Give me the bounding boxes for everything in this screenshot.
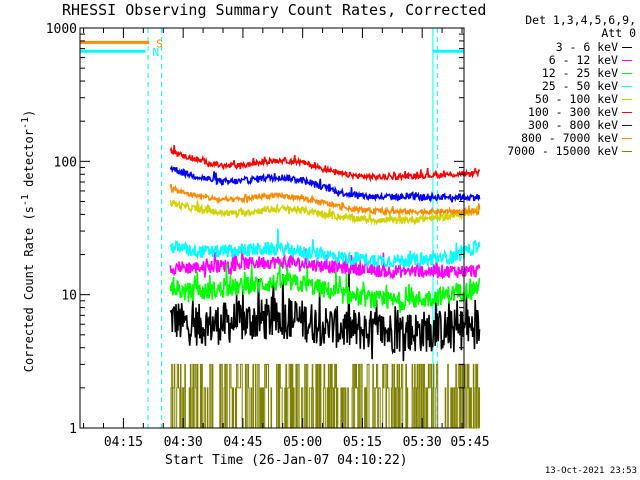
legend-swatch [622, 60, 632, 61]
y-axis-label: Corrected Count Rate (s-1 detector-1) [20, 110, 36, 373]
legend-label: 3 - 6 keV [555, 40, 618, 54]
legend-entry: 3 - 6 keV [472, 41, 632, 54]
legend-swatch [622, 86, 632, 87]
series-line-4 [169, 198, 481, 226]
series-line-7 [169, 183, 481, 217]
legend-swatch [622, 112, 632, 113]
series-line-0 [169, 268, 481, 362]
series-line-2 [169, 263, 481, 313]
series-line-1 [169, 248, 481, 281]
legend-swatch [622, 151, 632, 152]
chart-title: RHESSI Observing Summary Count Rates, Co… [62, 1, 487, 19]
x-tick-label-0: 04:15 [104, 435, 143, 450]
y-axis-label-prefix: Corrected Count Rate (s [22, 206, 36, 373]
x-tick-label-2: 04:45 [223, 435, 262, 450]
y-tick-label-0: 1 [69, 422, 77, 437]
series-line-8 [170, 363, 480, 429]
x-tick-label-5: 05:30 [403, 435, 442, 450]
x-tick-label-4: 05:15 [343, 435, 382, 450]
plot-frame [79, 27, 465, 429]
legend-swatch [622, 47, 632, 48]
y-axis-label-exponent-2: -1 [20, 116, 31, 130]
legend-entry: 12 - 25 keV [472, 67, 632, 80]
plot-timestamp: 13-Oct-2021 23:53 [544, 466, 637, 476]
legend-entry: 50 - 100 keV [472, 93, 632, 106]
y-tick-label-2: 100 [54, 155, 77, 170]
x-tick-label-1: 04:30 [164, 435, 203, 450]
legend-entry: 800 - 7000 keV [472, 132, 632, 145]
y-axis-label-middle: detector [22, 129, 36, 195]
y-axis-label-exponent-1: -1 [20, 194, 31, 207]
y-tick-label-3: 1000 [46, 22, 77, 37]
x-tick-label-3: 05:00 [283, 435, 322, 450]
y-tick-label-1: 10 [61, 289, 77, 304]
legend: 3 - 6 keV 6 - 12 keV 12 - 25 keV 25 - 50 ke… [472, 41, 632, 158]
legend-label: 25 - 50 keV [541, 79, 618, 93]
legend-swatch [622, 138, 632, 139]
legend-label: 7000 - 15000 keV [507, 144, 618, 158]
x-axis-label: Start Time (26-Jan-07 04:10:22) [165, 453, 408, 468]
series-line-5 [169, 144, 481, 183]
legend-entry: 6 - 12 keV [472, 54, 632, 67]
legend-label: 100 - 300 keV [527, 105, 618, 119]
legend-entry: 7000 - 15000 keV [472, 145, 632, 158]
x-tick-label-6: 05:45 [450, 435, 489, 450]
legend-label: 50 - 100 keV [534, 92, 618, 106]
legend-label: 6 - 12 keV [548, 53, 618, 67]
flag-marker-1: N [152, 46, 159, 59]
legend-header-attenuator: Att 0 [601, 26, 636, 40]
legend-entry: 100 - 300 keV [472, 106, 632, 119]
legend-swatch [622, 99, 632, 100]
legend-entry: 300 - 800 keV [472, 119, 632, 132]
y-axis-label-suffix: ) [22, 109, 36, 117]
legend-swatch [622, 73, 632, 74]
series-line-3 [169, 228, 481, 269]
legend-label: 800 - 7000 keV [521, 131, 618, 145]
legend-label: 12 - 25 keV [541, 66, 618, 80]
legend-header-detectors: Det 1,3,4,5,6,9, [525, 13, 636, 27]
series-line-6 [169, 164, 481, 204]
flag-marker-0: S [156, 37, 163, 50]
legend-entry: 25 - 50 keV [472, 80, 632, 93]
legend-swatch [622, 125, 632, 126]
legend-label: 300 - 800 keV [527, 118, 618, 132]
